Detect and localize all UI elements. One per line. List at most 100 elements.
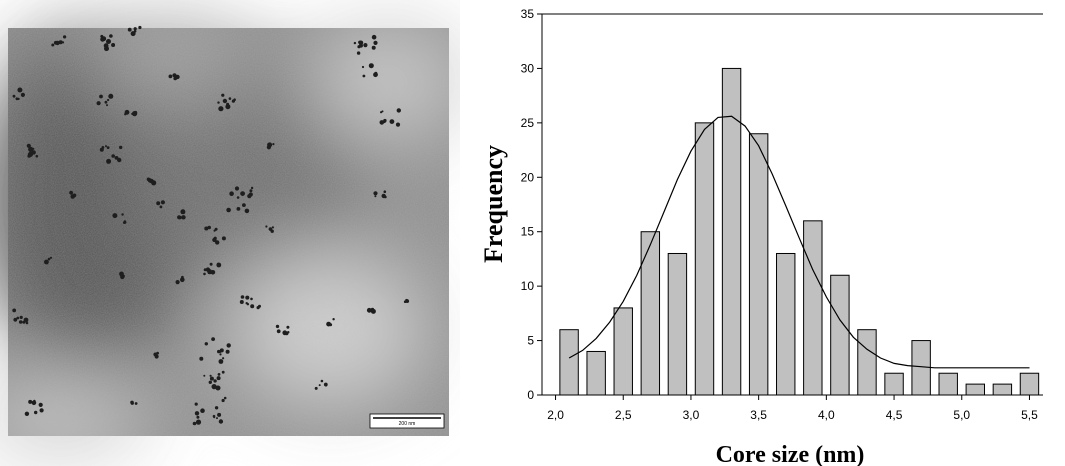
nanoparticle xyxy=(240,191,246,197)
nanoparticle xyxy=(332,318,335,321)
nanoparticle xyxy=(159,205,163,209)
nanoparticle xyxy=(32,147,35,150)
nanoparticle xyxy=(383,190,387,193)
x-tick-label: 5,0 xyxy=(953,408,970,422)
micrograph-image xyxy=(0,20,460,460)
nanoparticle xyxy=(203,374,206,377)
nanoparticle xyxy=(250,297,253,301)
nanoparticle xyxy=(229,191,234,196)
nanoparticle xyxy=(16,316,20,320)
nanoparticle xyxy=(370,308,376,314)
nanoparticle xyxy=(196,415,200,419)
histogram-bar xyxy=(613,307,633,396)
nanoparticle xyxy=(124,109,130,115)
nanoparticle xyxy=(28,399,33,404)
gaussian-fit-curve xyxy=(568,115,1030,369)
nanoparticle xyxy=(217,412,222,417)
nanoparticle xyxy=(13,317,18,322)
nanoparticle xyxy=(381,193,386,199)
nanoparticle xyxy=(28,146,34,152)
nanoparticle xyxy=(204,342,208,346)
y-tick-label: 20 xyxy=(521,170,535,184)
nanoparticle xyxy=(51,43,55,47)
nanoparticle xyxy=(271,226,274,229)
nanoparticle xyxy=(374,71,378,75)
nanoparticle xyxy=(101,146,105,149)
nanoparticle xyxy=(244,208,250,214)
nanoparticle xyxy=(247,194,252,199)
nanoparticle xyxy=(249,189,253,193)
nanoparticle xyxy=(27,154,32,158)
histogram-bar xyxy=(965,383,986,396)
nanoparticle xyxy=(216,262,222,268)
nanoparticle xyxy=(225,349,230,354)
nanoparticle xyxy=(96,101,101,106)
nanoparticle xyxy=(175,74,180,80)
nanoparticle xyxy=(199,356,204,361)
nanoparticle xyxy=(194,402,198,406)
nanoparticle xyxy=(373,191,378,196)
nanoparticle xyxy=(47,257,51,261)
nanoparticle xyxy=(222,98,228,104)
nanoparticle xyxy=(44,259,49,265)
nanoparticle xyxy=(106,39,111,44)
nanoparticle xyxy=(200,408,205,414)
nanoparticle xyxy=(107,98,110,102)
x-tick-label: 4,5 xyxy=(886,408,903,422)
x-axis-ticks: 2,0 2,5 3,0 3,5 4,0 4,5 5,0 5,5 xyxy=(547,395,1038,422)
x-tick-label: 4,0 xyxy=(818,408,835,422)
nanoparticle xyxy=(373,40,378,46)
nanoparticle xyxy=(374,195,377,198)
nanoparticle xyxy=(383,118,387,123)
histogram-bar xyxy=(640,231,661,396)
x-tick-label: 3,0 xyxy=(683,408,700,422)
y-tick-label: 0 xyxy=(527,388,534,402)
nanoparticle xyxy=(18,320,23,324)
nanoparticle xyxy=(12,94,16,98)
nanoparticle xyxy=(104,100,108,104)
nanoparticle xyxy=(114,156,119,160)
nanoparticle xyxy=(109,34,113,38)
nanoparticle xyxy=(63,35,67,39)
nanoparticle xyxy=(226,207,231,213)
nanoparticle xyxy=(24,411,30,416)
nanoparticle xyxy=(371,45,376,50)
nanoparticle xyxy=(361,65,365,69)
tem-micrograph: 200 nm xyxy=(0,20,460,460)
nanoparticle xyxy=(17,97,20,101)
nanoparticle xyxy=(286,325,290,329)
nanoparticle xyxy=(357,45,361,49)
nanoparticle xyxy=(211,337,216,341)
nanoparticle xyxy=(358,40,364,46)
nanoparticle xyxy=(228,97,232,100)
histogram-bar xyxy=(884,372,904,396)
nanoparticle xyxy=(20,92,25,97)
nanoparticle xyxy=(223,396,227,400)
histogram-bar xyxy=(938,372,958,396)
histogram-bar xyxy=(857,329,877,396)
nanoparticle xyxy=(276,329,281,334)
nanoparticle xyxy=(287,331,290,334)
nanoparticle xyxy=(178,215,182,220)
nanoparticle xyxy=(70,194,75,199)
nanoparticle xyxy=(250,304,255,309)
nanoparticle xyxy=(181,275,184,279)
nanoparticle xyxy=(268,227,273,231)
y-tick-label: 35 xyxy=(521,7,535,21)
nanoparticle xyxy=(314,386,318,390)
nanoparticle xyxy=(381,110,384,113)
nanoparticle xyxy=(226,343,231,348)
x-tick-label: 5,5 xyxy=(1021,408,1038,422)
nanoparticle xyxy=(180,277,185,283)
nanoparticle xyxy=(215,240,220,245)
nanoparticle xyxy=(180,209,186,215)
x-tick-label: 2,0 xyxy=(547,408,564,422)
nanoparticle xyxy=(213,379,217,383)
nanoparticle xyxy=(175,280,180,285)
nanoparticle xyxy=(214,406,219,410)
nanoparticle xyxy=(236,207,241,211)
chart-axes xyxy=(541,13,1043,396)
nanoparticle xyxy=(160,200,165,205)
nanoparticle xyxy=(207,269,213,275)
